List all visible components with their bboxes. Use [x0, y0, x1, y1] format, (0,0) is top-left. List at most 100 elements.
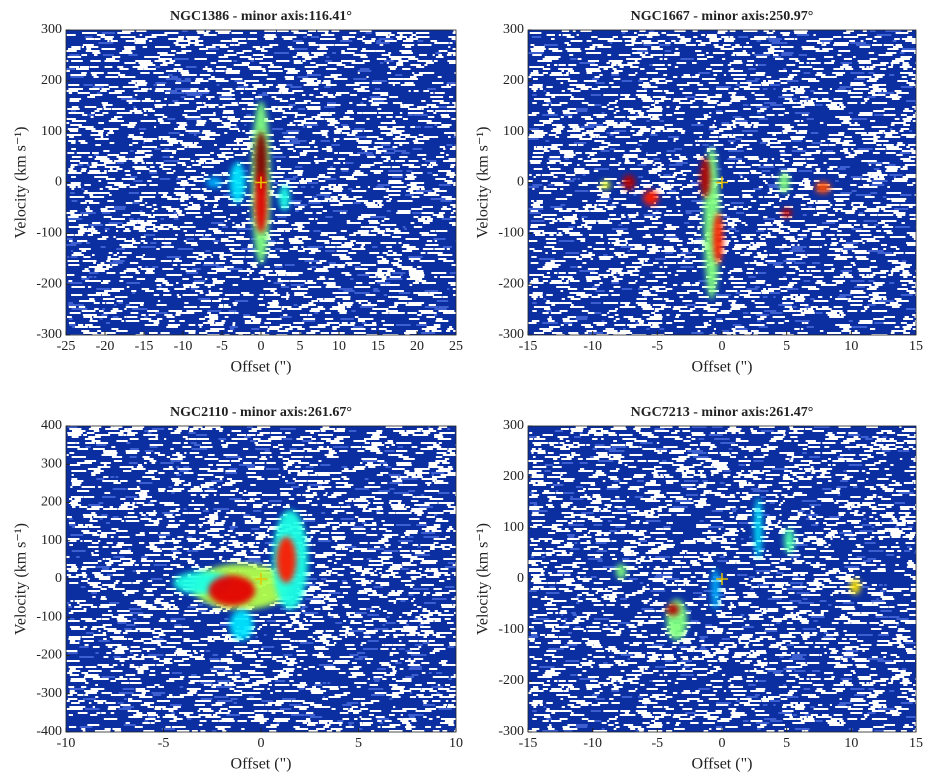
noise: [872, 174, 888, 176]
noise: [876, 164, 882, 166]
noise: [439, 212, 445, 214]
noise: [175, 482, 182, 484]
noise: [630, 248, 645, 250]
noise: [135, 168, 150, 170]
noise: [789, 282, 797, 284]
noise: [664, 214, 670, 216]
noise: [674, 42, 686, 44]
noise: [805, 306, 810, 308]
noise: [730, 276, 733, 278]
noise: [249, 272, 252, 274]
noise: [680, 188, 683, 190]
noise: [222, 320, 226, 322]
noise: [687, 184, 699, 186]
noise: [169, 320, 175, 322]
noise: [667, 226, 679, 228]
noise: [687, 242, 693, 244]
noise: [366, 154, 374, 156]
noise: [869, 176, 878, 178]
noise: [723, 214, 727, 216]
noise: [762, 138, 777, 140]
noise: [174, 128, 186, 130]
noise: [531, 72, 539, 74]
noise: [528, 136, 543, 138]
noise: [593, 114, 607, 116]
noise: [235, 300, 248, 302]
noise: [434, 434, 442, 436]
noise: [175, 44, 190, 46]
noise: [329, 262, 336, 264]
noise: [595, 284, 600, 286]
noise: [364, 202, 375, 204]
noise: [916, 240, 923, 242]
noise: [844, 136, 852, 138]
noise: [706, 68, 712, 70]
noise: [529, 128, 539, 130]
noise: [422, 212, 434, 214]
noise: [895, 266, 910, 268]
noise: [223, 454, 237, 456]
noise: [456, 460, 460, 462]
noise: [851, 204, 853, 206]
noise: [874, 168, 880, 170]
noise: [532, 94, 537, 96]
noise: [370, 96, 382, 98]
noise: [714, 120, 716, 122]
noise: [773, 296, 775, 298]
noise: [324, 106, 335, 108]
noise: [732, 220, 741, 222]
noise: [317, 80, 321, 82]
noise: [684, 74, 691, 76]
noise: [780, 32, 790, 34]
noise: [251, 60, 255, 62]
noise: [717, 312, 729, 314]
noise: [777, 224, 784, 226]
noise: [166, 274, 182, 276]
noise: [116, 238, 126, 240]
noise: [318, 306, 324, 308]
noise: [277, 106, 292, 108]
noise: [88, 228, 95, 230]
noise: [137, 486, 140, 488]
noise: [303, 78, 318, 80]
noise: [155, 280, 168, 282]
noise: [552, 50, 562, 52]
noise: [373, 288, 378, 290]
noise: [216, 262, 225, 264]
noise: [911, 156, 923, 158]
noise: [325, 250, 335, 252]
noise: [589, 252, 593, 254]
noise: [556, 78, 570, 80]
noise: [69, 306, 76, 308]
noise: [87, 48, 92, 50]
noise: [627, 116, 641, 118]
noise: [841, 106, 846, 108]
noise: [788, 76, 794, 78]
noise: [130, 186, 139, 188]
noise: [582, 250, 586, 252]
noise: [649, 272, 652, 274]
noise: [127, 434, 135, 436]
noise: [233, 148, 239, 150]
noise: [339, 312, 346, 314]
noise: [288, 460, 301, 462]
noise: [748, 68, 756, 70]
noise: [787, 80, 799, 82]
noise: [863, 224, 868, 226]
noise: [81, 330, 89, 332]
noise: [410, 126, 415, 128]
noise: [607, 124, 618, 126]
noise: [627, 270, 639, 272]
noise: [153, 214, 167, 216]
noise: [145, 290, 154, 292]
noise: [172, 100, 178, 102]
noise: [163, 468, 174, 470]
noise: [650, 118, 659, 120]
noise: [351, 328, 366, 330]
noise: [556, 132, 562, 134]
noise: [537, 268, 552, 270]
noise: [124, 316, 126, 318]
noise: [290, 86, 301, 88]
noise: [587, 40, 592, 42]
noise: [677, 178, 686, 180]
